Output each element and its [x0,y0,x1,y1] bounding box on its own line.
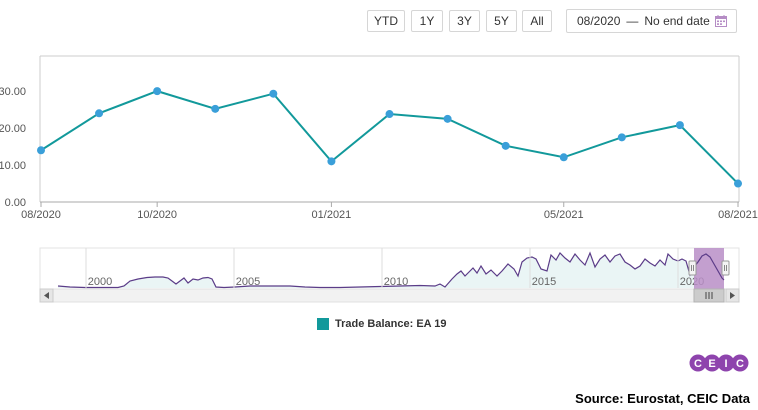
calendar-icon[interactable] [715,15,727,27]
y-tick-label: 30.00 [0,86,26,98]
arrow-left-icon [44,292,49,299]
navigator-selection-line [693,253,725,281]
range-button-3y[interactable]: 3Y [449,10,480,32]
y-tick-label: 0.00 [5,197,26,209]
logo-letter: I [724,358,727,370]
x-tick-label: 05/2021 [544,209,584,221]
navigator-left-handle[interactable] [688,260,697,276]
data-point[interactable] [734,179,742,188]
logo-letter: E [708,358,715,370]
legend-swatch [317,318,329,330]
data-point[interactable] [559,153,568,162]
data-point[interactable] [327,157,336,166]
logo-letter: C [694,358,702,370]
arrow-right-icon [730,292,735,299]
data-point[interactable] [37,146,45,155]
data-point[interactable] [211,104,220,113]
scrollbar-track[interactable] [39,288,740,303]
navigator-line [57,251,695,289]
data-point[interactable] [269,89,278,98]
y-tick-label: 20.00 [0,123,26,135]
x-tick-label: 08/2021 [718,209,758,221]
series-line [40,90,739,185]
date-range-end: No end date [644,14,710,28]
range-button-5y[interactable]: 5Y [486,10,517,32]
x-tick-label: 01/2021 [312,209,352,221]
logo-letter-badge [717,354,735,372]
range-button-1y[interactable]: 1Y [411,10,443,32]
y-tick-label: 10.00 [0,160,26,172]
legend-label: Trade Balance: EA 19 [335,318,447,330]
data-point[interactable] [501,141,510,150]
range-button-all[interactable]: All [522,10,552,32]
data-point[interactable] [617,133,626,142]
chart-legend[interactable]: Trade Balance: EA 19 [317,318,446,330]
source-note: Source: Eurostat, CEIC Data [575,391,750,406]
trade-balance-chart: 0.00 10.00 20.00 30.00 08/2020 10/2020 01/202… [0,55,758,221]
navigator-year-label: 2005 [236,276,260,288]
data-point[interactable] [95,109,104,118]
navigator-selection[interactable] [694,248,724,290]
logo-letter-badge [689,354,707,372]
logo-letter-badge [731,354,749,372]
x-tick-label: 08/2020 [21,209,61,221]
date-range-start: 08/2020 [577,14,621,28]
data-point[interactable] [153,87,162,96]
navigator[interactable]: 2000 2005 2010 2015 2020 [0,240,758,310]
date-range-separator: — [626,14,639,28]
data-point[interactable] [385,110,394,119]
data-point[interactable] [443,114,452,123]
navigator-year-label: 2010 [384,276,408,288]
range-button-ytd[interactable]: YTD [367,10,405,32]
date-range-picker[interactable]: 08/2020 — No end date [566,9,737,33]
navigator-year-label: 2015 [532,276,556,288]
navigator-right-handle[interactable] [721,260,730,276]
logo-letter: C [736,358,744,370]
x-tick-label: 10/2020 [137,209,177,221]
data-point[interactable] [675,121,684,130]
navigator-year-label: 2000 [88,276,112,288]
logo-letter-badge [703,354,721,372]
navigator-area [58,253,694,288]
